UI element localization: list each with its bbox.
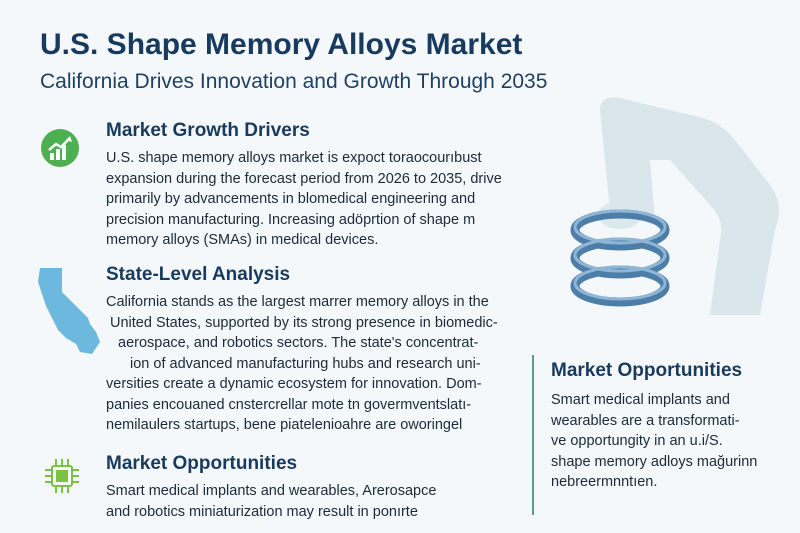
body-line: ve opportungity in an u.i/S.: [551, 433, 723, 449]
panel-divider: [532, 355, 534, 515]
right-panel-heading: Market Opportunities: [551, 360, 743, 381]
body-line: primarily by advancements in blomedical …: [106, 191, 476, 207]
section-heading-growth-drivers: Market Growth Drivers: [106, 120, 310, 141]
california-map-icon: [36, 266, 106, 363]
body-line: nebreermnntıen.: [551, 474, 658, 490]
body-line: versities create a dynamic ecosystem for…: [106, 376, 482, 392]
body-line: California stands as the largest marrer …: [106, 294, 489, 310]
body-line: U.S. shape memory alloys market is expoc…: [106, 150, 482, 166]
robotic-arm-spring-icon: [560, 90, 790, 355]
page-subtitle: California Drives Innovation and Growth …: [40, 70, 548, 93]
body-line: nemilaulers startups, bene piatelenioahr…: [106, 417, 463, 433]
body-line: ion of advanced manufacturing hubs and r…: [130, 355, 481, 372]
body-line: memory alloys (SMAs) in medical devices.: [106, 232, 379, 248]
body-line: Smart medical implants and: [551, 392, 730, 408]
body-line: panies encouaned cnstercrellar mote tn g…: [106, 396, 472, 413]
microchip-icon: [44, 456, 80, 501]
section-heading-opportunities: Market Opportunities: [106, 453, 298, 474]
body-line: wearables are a transformati-: [551, 412, 740, 429]
body-line: shape memory adloys mağurinn: [551, 453, 758, 470]
section-body-opportunities: Smart medical implants and wearables, Ar…: [106, 481, 526, 522]
body-line: United States, supported by its strong p…: [110, 314, 498, 331]
body-line: and robotics miniaturization may result …: [106, 503, 418, 520]
body-line: aerospace, and robotics sectors. The sta…: [118, 335, 479, 351]
section-body-state-analysis: California stands as the largest marrer …: [106, 292, 526, 436]
body-line: precision manufacturing. Increasing adöp…: [106, 211, 476, 228]
body-line: Smart medical implants and wearables, Ar…: [106, 483, 437, 499]
growth-chart-icon: [40, 128, 80, 173]
body-line: expansion during the forecast period fro…: [106, 170, 502, 187]
right-panel-body: Smart medical implants and wearables are…: [551, 390, 791, 493]
section-body-growth-drivers: U.S. shape memory alloys market is expoc…: [106, 148, 526, 251]
section-heading-state-analysis: State-Level Analysis: [106, 264, 291, 285]
page-title: U.S. Shape Memory Alloys Market: [40, 28, 523, 61]
